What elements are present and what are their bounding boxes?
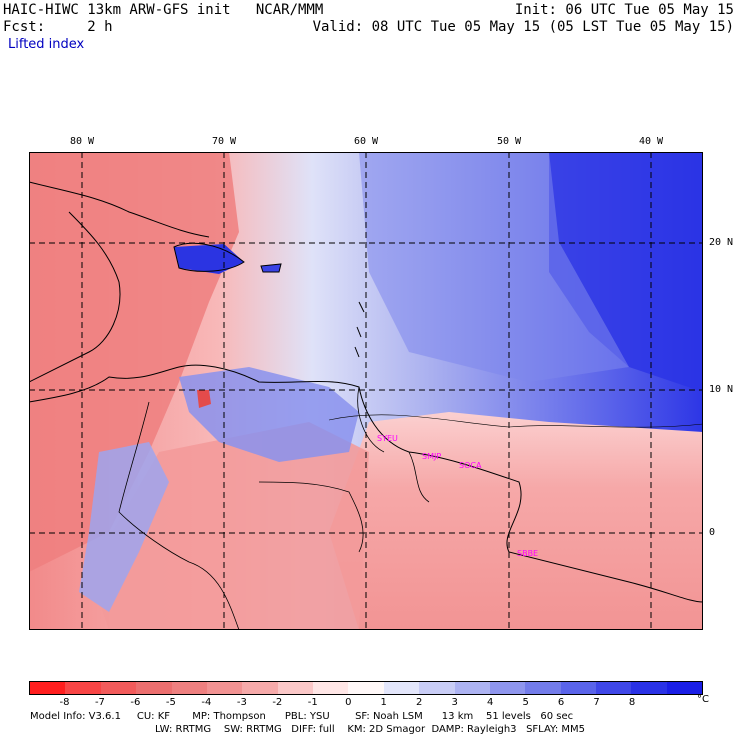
lat-lon-grid: [29, 152, 703, 630]
colorbar-tick-label: -3: [236, 697, 247, 708]
colorbar-swatch: [100, 682, 137, 694]
strong-blue-region: [549, 152, 703, 392]
colorbar-swatch: [277, 682, 313, 694]
colorbar-swatch: [419, 682, 455, 694]
colorbar-swatch: [242, 682, 278, 694]
lon-label: 40 W: [638, 136, 664, 147]
andes-blue: [79, 442, 169, 612]
colorbar-tick-label: -1: [307, 697, 318, 708]
station-label: SYEU: [377, 434, 398, 443]
lon-label: 50 W: [496, 136, 522, 147]
colorbar-tick-label: 6: [557, 697, 565, 708]
south-warm-region: [329, 412, 703, 630]
colorbar-swatch: [171, 682, 207, 694]
colorbar-tick-label: 3: [451, 697, 458, 708]
colorbar-unit: °C: [697, 694, 709, 705]
colorbar-swatch: [206, 682, 243, 694]
coastlines: [29, 181, 703, 603]
colorbar-tick-label: -2: [272, 697, 283, 708]
colorbar-tick-label: 8: [628, 697, 636, 708]
colorbar-swatch: [65, 682, 101, 694]
station-label: SBBE: [517, 549, 538, 558]
venezuela-blue: [179, 367, 359, 462]
colorbar-swatch: [666, 682, 703, 694]
lat-label: 10 N: [709, 384, 734, 395]
mid-blue-region: [359, 152, 629, 382]
colorbar-tick-label: 5: [522, 697, 529, 708]
colorbar-swatch: [560, 682, 596, 694]
model-info-line1: Model Info: V3.6.1 CU: KF MP: Thompson P…: [30, 711, 574, 722]
forecast-hour: Fcst: 2 h: [3, 19, 113, 35]
colorbar-swatch: [596, 682, 632, 694]
colorbar-tick-label: -8: [59, 697, 70, 708]
colorbar-swatch: [30, 682, 66, 694]
maracaibo-warm: [197, 390, 211, 408]
colorbar-swatch: [136, 682, 172, 694]
colorbar-tick-label: 0: [345, 697, 352, 708]
map-frame: [29, 152, 703, 630]
colorbar-tick-label: 1: [380, 697, 387, 708]
colorbar-swatch: [489, 682, 526, 694]
model-info-line2: LW: RRTMG SW: RRTMG DIFF: full KM: 2D Sm…: [155, 724, 585, 735]
lat-label: 20 N: [709, 237, 734, 248]
lifted-index-map: SYEU SMJP SOCA SBBE: [29, 152, 703, 630]
colorbar-tick-label: 7: [593, 697, 600, 708]
lon-label: 80 W: [69, 136, 95, 147]
lon-label: 70 W: [211, 136, 237, 147]
colorbar-tick-label: -4: [201, 697, 212, 708]
colorbar-tick-label: 4: [486, 697, 494, 708]
colorbar-swatch: [383, 682, 420, 694]
colorbar-swatch: [313, 682, 349, 694]
colorbar-tick-label: -5: [165, 697, 176, 708]
lon-label: 60 W: [353, 136, 379, 147]
lat-label: 0: [709, 527, 716, 538]
colorbar-swatch: [631, 682, 667, 694]
colorbar-tick-label: -6: [130, 697, 141, 708]
init-time: Init: 06 UTC Tue 05 May 15: [514, 2, 734, 18]
colorbar-tick-label: 2: [416, 697, 423, 708]
station-label: SOCA: [459, 461, 482, 470]
colorbar: [29, 681, 703, 695]
station-label: SMJP: [422, 452, 441, 461]
colorbar-swatch: [348, 682, 384, 694]
map-title: HAIC-HIWC 13km ARW-GFS init NCAR/MMM: [3, 2, 324, 18]
colorbar-swatch: [454, 682, 490, 694]
valid-time: Valid: 08 UTC Tue 05 May 15 (05 LST Tue …: [312, 19, 734, 35]
field-name: Lifted index: [8, 37, 85, 52]
colorbar-tick-label: -7: [94, 697, 105, 708]
colorbar-swatch: [525, 682, 561, 694]
